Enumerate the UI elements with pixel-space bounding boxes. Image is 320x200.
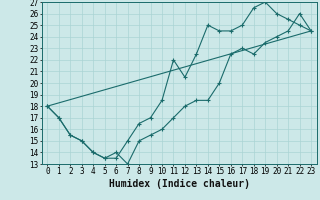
X-axis label: Humidex (Indice chaleur): Humidex (Indice chaleur) [109,179,250,189]
